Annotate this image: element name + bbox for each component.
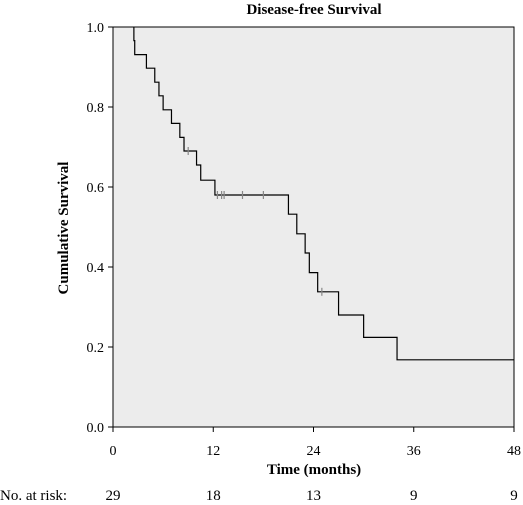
y-axis-label: Cumulative Survival: [56, 162, 72, 295]
x-tick-label: 48: [507, 444, 521, 459]
x-tick-label: 12: [206, 444, 220, 459]
plot-area: [112, 26, 515, 428]
risk-count: 18: [206, 488, 221, 504]
axis-ticks: 0.0 0.2 0.4 0.6 0.8 1.0 0 12 24 36 48: [87, 21, 522, 459]
risk-count: 29: [106, 488, 121, 504]
x-tick-label: 36: [407, 444, 421, 459]
x-tick-label: 0: [110, 444, 117, 459]
y-tick-label: 0.0: [87, 421, 105, 436]
y-tick-label: 1.0: [87, 21, 105, 36]
x-tick-label: 24: [307, 444, 321, 459]
y-tick-label: 0.8: [87, 101, 105, 116]
survival-step-line: [133, 27, 514, 361]
risk-count: 13: [306, 488, 321, 504]
chart-title: Disease-free Survival: [246, 2, 381, 18]
y-tick-label: 0.4: [87, 261, 105, 276]
censor-marks: [187, 147, 323, 296]
risk-count: 9: [410, 488, 418, 504]
risk-count: 9: [510, 488, 518, 504]
risk-table-label: No. at risk:: [0, 488, 67, 504]
risk-table-counts: 29 18 13 9 9: [106, 488, 518, 504]
survival-curve: [133, 27, 514, 361]
y-tick-label: 0.6: [87, 181, 105, 196]
y-tick-label: 0.2: [87, 341, 105, 356]
x-axis-label: Time (months): [267, 462, 361, 478]
